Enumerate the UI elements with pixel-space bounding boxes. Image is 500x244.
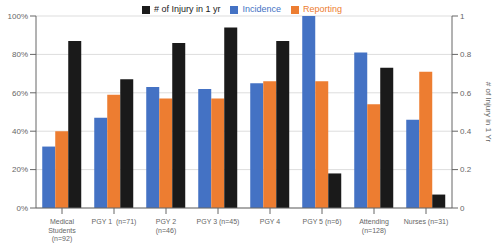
svg-text:# of Injury in 1 Yr: # of Injury in 1 Yr (484, 82, 493, 143)
svg-text:PGY 5 (n=6): PGY 5 (n=6) (303, 218, 342, 226)
svg-text:80%: 80% (12, 50, 28, 59)
svg-text:100%: 100% (8, 12, 28, 21)
svg-text:60%: 60% (12, 89, 28, 98)
svg-text:0: 0 (460, 204, 465, 213)
svg-text:PGY 4: PGY 4 (260, 218, 281, 225)
svg-text:0.6: 0.6 (460, 89, 472, 98)
html-text:Incidence: Incidence (242, 4, 281, 14)
html-text:# of Injury in 1 yr: # of Injury in 1 yr (154, 4, 221, 14)
svg-text:40%: 40% (12, 127, 28, 136)
svg-text:PGY 1 (n=71): PGY 1 (n=71) (92, 218, 137, 226)
svg-text:Attending(n=128): Attending(n=128) (359, 218, 389, 235)
svg-text:PGY 2(n=46): PGY 2(n=46) (156, 218, 177, 235)
svg-text:0%: 0% (16, 204, 28, 213)
svg-text:1: 1 (460, 12, 465, 21)
svg-text:Nurses (n=31): Nurses (n=31) (404, 218, 449, 226)
svg-text:0.8: 0.8 (460, 50, 472, 59)
svg-text:PGY 3 (n=45): PGY 3 (n=45) (197, 218, 240, 226)
svg-text:MedicalStudents(n=92): MedicalStudents(n=92) (48, 218, 76, 243)
svg-text:20%: 20% (12, 165, 28, 174)
svg-text:0.2: 0.2 (460, 165, 472, 174)
svg-text:0.4: 0.4 (460, 127, 472, 136)
html-text:Reporting: Reporting (303, 4, 342, 14)
